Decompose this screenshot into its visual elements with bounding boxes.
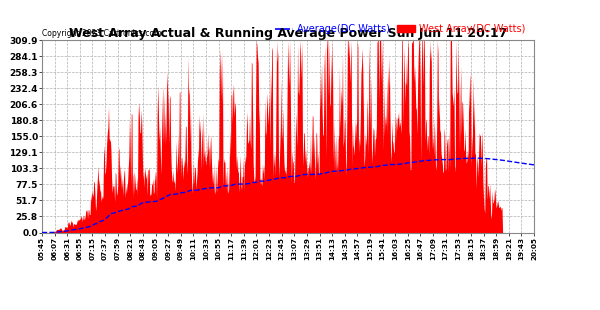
Legend: Average(DC Watts), West Array(DC Watts): Average(DC Watts), West Array(DC Watts): [272, 20, 529, 38]
Title: West Array Actual & Running Average Power Sun Jun 11 20:17: West Array Actual & Running Average Powe…: [69, 27, 507, 40]
Text: Copyright 2023 Cartronics.com: Copyright 2023 Cartronics.com: [43, 29, 162, 38]
